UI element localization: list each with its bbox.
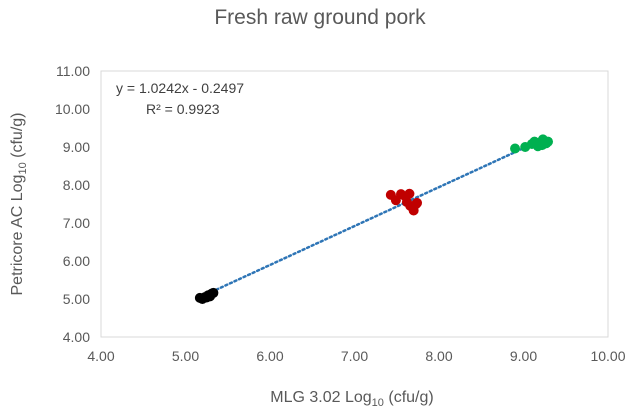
data-point <box>201 292 212 303</box>
data-point <box>537 140 548 151</box>
data-point <box>412 197 423 208</box>
y-axis-ticks: 4.00 5.00 6.00 7.00 8.00 9.00 10.00 11.00 <box>55 63 90 345</box>
x-tick-label: 7.00 <box>341 348 368 364</box>
x-tick-label: 9.00 <box>510 348 537 364</box>
y-tick-label: 8.00 <box>63 177 90 193</box>
data-points <box>194 134 554 304</box>
y-tick-label: 9.00 <box>63 139 90 155</box>
y-axis-label-pre: Petricore AC Log <box>9 175 26 296</box>
chart-title: Fresh raw ground pork <box>214 6 426 29</box>
y-tick-label: 6.00 <box>63 253 90 269</box>
data-point <box>510 143 521 154</box>
y-tick-label: 11.00 <box>56 63 90 79</box>
x-axis-ticks: 4.00 5.00 6.00 7.00 8.00 9.00 10.00 <box>87 348 625 364</box>
x-tick-label: 8.00 <box>425 348 452 364</box>
x-tick-label: 5.00 <box>172 348 199 364</box>
y-axis-label-sub: 10 <box>17 162 29 174</box>
x-axis-label-post: (cfu/g) <box>384 389 434 406</box>
data-point <box>404 188 415 199</box>
equation-label: y = 1.0242x - 0.2497 <box>116 80 244 96</box>
x-tick-label: 4.00 <box>87 348 114 364</box>
y-tick-label: 7.00 <box>63 215 90 231</box>
plot-area-border <box>100 70 609 338</box>
r-squared-label: R² = 0.9923 <box>146 101 220 117</box>
x-tick-label: 10.00 <box>590 348 625 364</box>
x-axis-label: MLG 3.02 Log10 (cfu/g) <box>270 389 433 409</box>
y-axis-label: Petricore AC Log10 (cfu/g) <box>9 113 29 296</box>
y-tick-label: 4.00 <box>63 329 90 345</box>
x-axis-label-sub: 10 <box>372 397 384 409</box>
y-axis-label-post: (cfu/g) <box>9 113 26 163</box>
trendline <box>196 137 546 300</box>
x-axis-label-pre: MLG 3.02 Log <box>270 389 371 406</box>
y-tick-label: 10.00 <box>55 101 90 117</box>
x-tick-label: 6.00 <box>256 348 283 364</box>
y-tick-label: 5.00 <box>63 291 90 307</box>
